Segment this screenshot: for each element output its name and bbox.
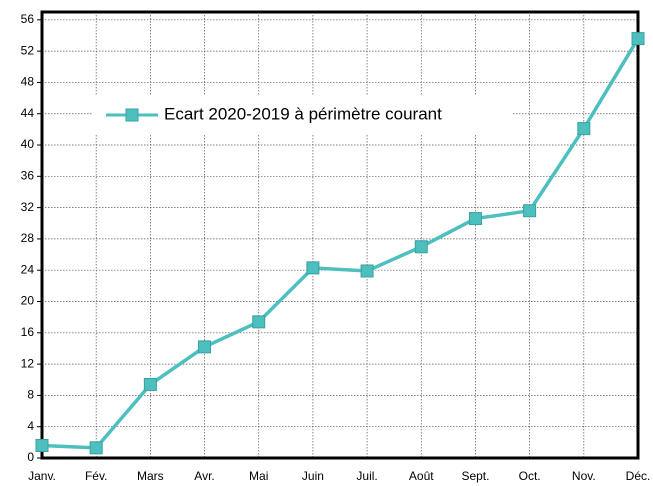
data-point	[360, 264, 374, 278]
x-tick-label: Mars	[137, 469, 164, 483]
data-point	[252, 315, 266, 329]
data-point	[577, 122, 591, 136]
y-tick-label: 4	[27, 419, 34, 433]
y-tick-label: 48	[21, 75, 35, 89]
x-tick-label: Août	[409, 469, 434, 483]
y-tick-label: 36	[21, 168, 35, 182]
data-point	[198, 340, 212, 354]
y-tick-label: 44	[21, 106, 35, 120]
data-point	[306, 261, 320, 275]
x-tick-label: Sept.	[461, 469, 489, 483]
data-point	[35, 438, 49, 452]
y-tick-label: 40	[21, 137, 35, 151]
data-point	[89, 441, 103, 455]
data-point	[523, 204, 537, 218]
x-tick-label: Oct.	[519, 469, 541, 483]
y-tick-label: 52	[21, 43, 35, 57]
legend-label: Ecart 2020-2019 à périmètre courant	[164, 104, 442, 123]
y-tick-label: 8	[27, 388, 34, 402]
y-tick-label: 0	[27, 450, 34, 464]
x-tick-label: Fév.	[85, 469, 107, 483]
series-line	[41, 37, 640, 450]
x-tick-label: Juin	[302, 469, 324, 483]
plot-frame	[40, 10, 640, 460]
data-point	[143, 377, 157, 391]
x-tick-label: Juil.	[356, 469, 377, 483]
y-tick-label: 32	[21, 200, 35, 214]
legend-box	[92, 96, 512, 134]
y-tick-label: 28	[21, 231, 35, 245]
y-tick-label: 12	[21, 356, 35, 370]
x-tick-label: Avr.	[194, 469, 214, 483]
x-tick-label: Janv.	[28, 469, 56, 483]
data-point	[468, 212, 482, 226]
data-point	[414, 240, 428, 254]
y-tick-label: 16	[21, 325, 35, 339]
legend-marker	[125, 108, 139, 122]
y-tick-label: 24	[21, 262, 35, 276]
x-tick-label: Nov.	[572, 469, 596, 483]
data-point	[631, 32, 645, 46]
y-tick-label: 20	[21, 294, 35, 308]
x-tick-label: Déc.	[626, 469, 651, 483]
x-tick-label: Mai	[249, 469, 268, 483]
y-tick-label: 56	[21, 12, 35, 26]
